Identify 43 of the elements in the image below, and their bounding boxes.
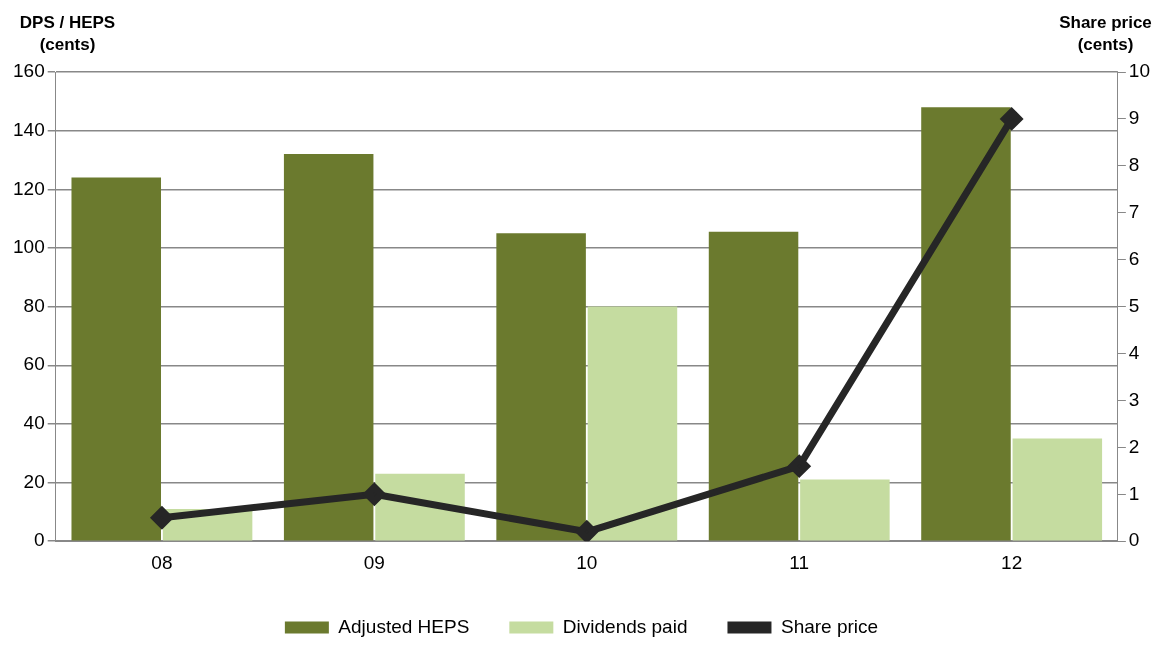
y-tick-label: 80 bbox=[23, 294, 45, 316]
y2-axis-title: Share price (cents) bbox=[1058, 12, 1153, 56]
x-tick-label: 11 bbox=[789, 551, 810, 573]
y-tick-label: 100 bbox=[13, 236, 45, 258]
y2-tick-label: 4 bbox=[1128, 341, 1140, 363]
x-tick-label: 09 bbox=[363, 551, 385, 573]
x-tick-label: 08 bbox=[151, 551, 173, 573]
point bbox=[576, 521, 598, 542]
point bbox=[151, 507, 173, 529]
y2-tick-label: 3 bbox=[1128, 388, 1140, 410]
y-tick-label: 20 bbox=[23, 470, 45, 492]
bar bbox=[1012, 438, 1103, 541]
bar bbox=[496, 233, 586, 541]
bar bbox=[708, 231, 799, 541]
point bbox=[1001, 108, 1023, 130]
legend-label: Dividends paid bbox=[562, 615, 688, 637]
bar bbox=[800, 479, 890, 541]
y2-tick-label: 7 bbox=[1128, 200, 1140, 222]
y-axis-title: DPS / HEPS (cents) bbox=[18, 12, 117, 56]
x-tick-label: 12 bbox=[1001, 551, 1023, 573]
legend-label: Share price bbox=[780, 615, 879, 637]
legend-label: Adjusted HEPS bbox=[338, 615, 470, 637]
y-tick-label: 60 bbox=[23, 353, 45, 375]
y-tick-label: 120 bbox=[13, 177, 45, 199]
bar bbox=[283, 154, 374, 541]
y2-tick-label: 2 bbox=[1128, 435, 1140, 457]
y2-tick-label: 6 bbox=[1128, 247, 1140, 269]
y2-tick-label: 10 bbox=[1128, 60, 1151, 82]
y-tick-label: 140 bbox=[13, 118, 45, 140]
y2-tick-label: 0 bbox=[1128, 529, 1140, 551]
bar bbox=[71, 177, 161, 541]
y2-tick-label: 8 bbox=[1128, 154, 1140, 176]
point bbox=[363, 483, 385, 505]
y2-tick-label: 9 bbox=[1128, 107, 1140, 129]
bar bbox=[587, 306, 678, 541]
point bbox=[788, 455, 810, 477]
y-tick-label: 40 bbox=[23, 412, 45, 434]
bar bbox=[921, 107, 1011, 541]
y-tick-label: 0 bbox=[34, 529, 45, 551]
y-tick-label: 160 bbox=[13, 60, 45, 82]
y2-tick-label: 5 bbox=[1128, 294, 1140, 316]
x-tick-label: 10 bbox=[576, 551, 598, 573]
y2-tick-label: 1 bbox=[1128, 482, 1140, 504]
